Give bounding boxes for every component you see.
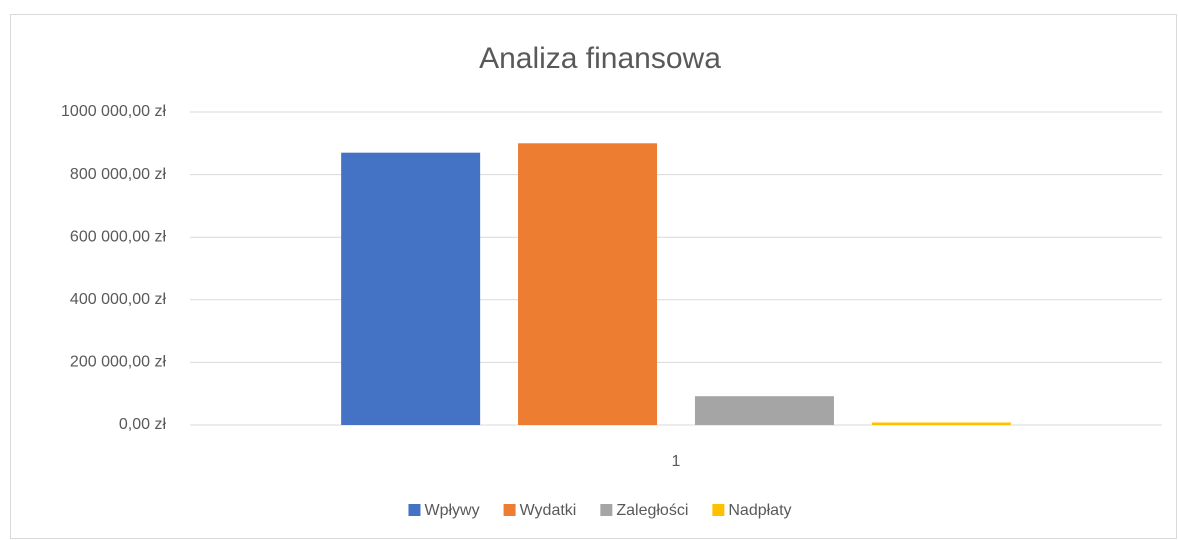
- legend-label: Zaległości: [616, 502, 688, 519]
- bar: [694, 396, 834, 425]
- legend-swatch: [503, 504, 516, 516]
- y-tick-label: 800 000,00 zł: [70, 166, 167, 183]
- y-tick-label: 1000 000,00 zł: [61, 103, 166, 120]
- y-tick-label: 400 000,00 zł: [70, 291, 167, 308]
- legend-swatch: [408, 504, 421, 516]
- legend-swatch: [712, 504, 725, 516]
- y-tick-label: 200 000,00 zł: [70, 354, 167, 371]
- x-tick-label: 1: [672, 453, 681, 470]
- legend-label: Wydatki: [520, 502, 577, 519]
- bar: [341, 152, 481, 425]
- legend-swatch: [600, 504, 613, 516]
- legend-label: Wpływy: [424, 502, 479, 519]
- legend-label: Nadpłaty: [728, 502, 791, 519]
- chart-title: Analiza finansowa: [479, 42, 721, 75]
- y-tick-label: 600 000,00 zł: [70, 228, 167, 245]
- bar: [871, 422, 1011, 425]
- y-tick-label: 0,00 zł: [119, 416, 167, 433]
- bar: [518, 143, 658, 426]
